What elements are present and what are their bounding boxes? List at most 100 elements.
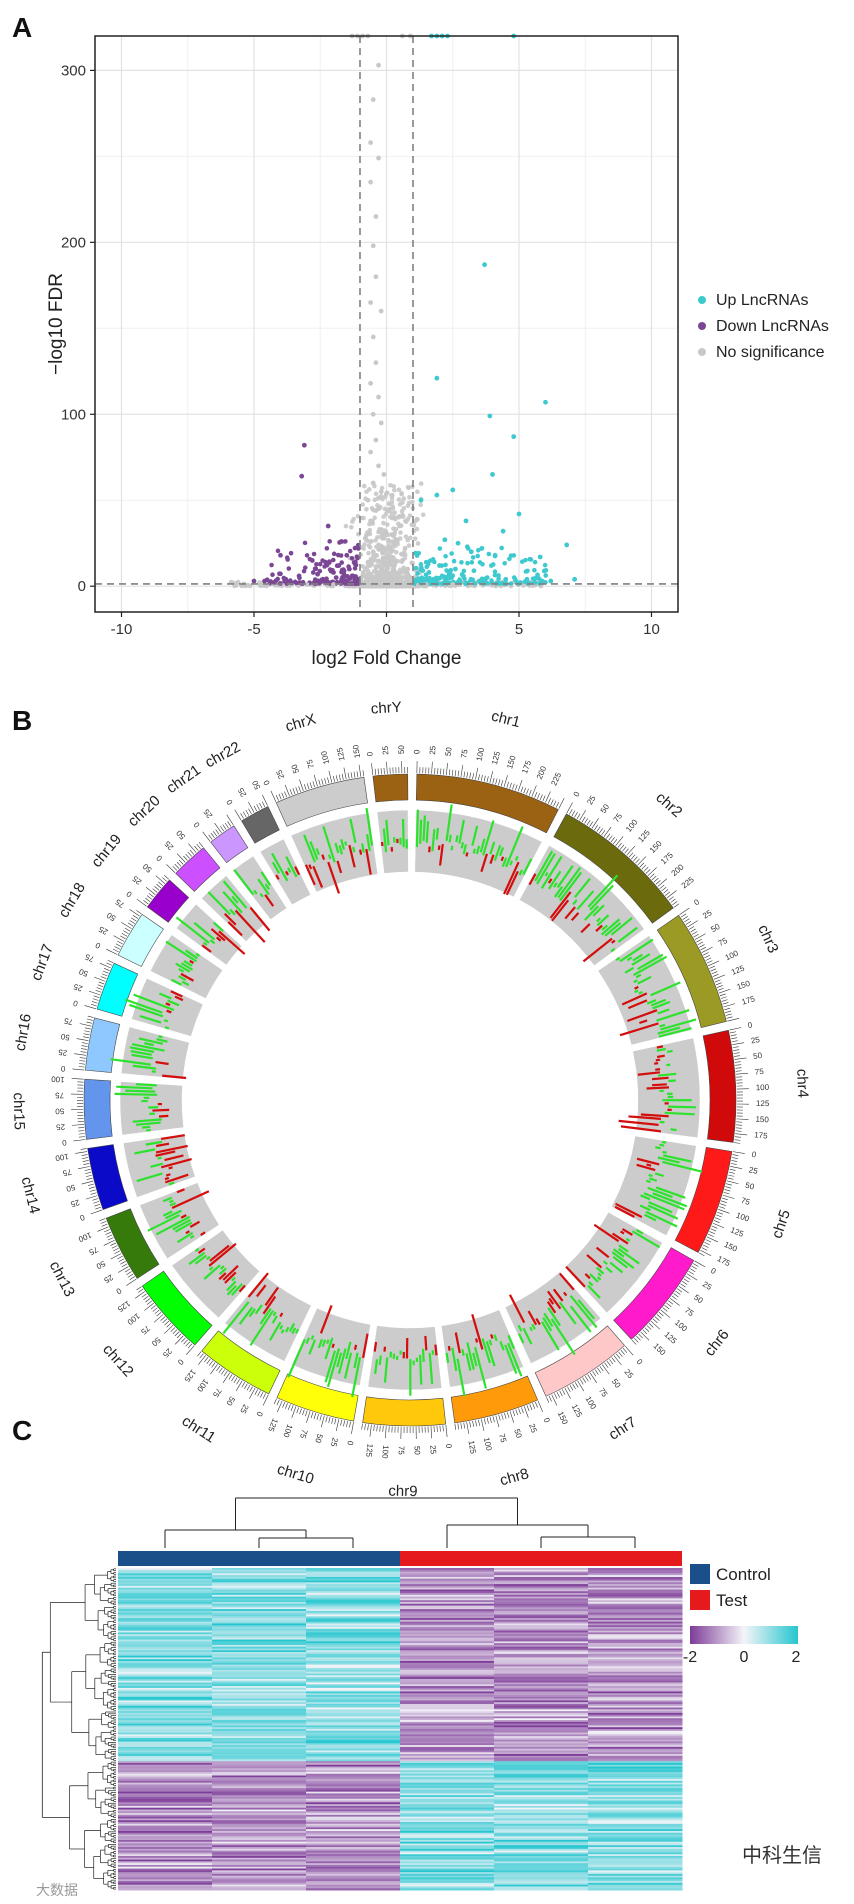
heatmap-cell — [212, 1582, 307, 1585]
heatmap-cell — [118, 1784, 213, 1787]
ideogram-tick — [81, 1045, 88, 1047]
ns-point — [385, 522, 390, 527]
heatmap-cell — [212, 1600, 307, 1603]
heatmap-cell — [118, 1804, 213, 1807]
heatmap-cell — [588, 1820, 683, 1823]
ideogram-tick — [183, 1339, 188, 1345]
heatmap-cell — [118, 1634, 213, 1637]
heatmap-cell — [118, 1605, 213, 1608]
heatmap-cell — [306, 1864, 401, 1868]
track-bar-up — [595, 1266, 605, 1275]
chromosome-label-chr6: chr6 — [701, 1326, 732, 1359]
track-bar-up — [194, 1247, 200, 1252]
heatmap-cell — [400, 1782, 495, 1785]
track-bar-up — [309, 840, 319, 860]
ideogram-tick — [79, 1057, 86, 1059]
ns-point — [375, 582, 381, 588]
track-bar-up — [605, 1266, 613, 1274]
heatmap-cell — [212, 1628, 307, 1632]
track-bar-down — [218, 1272, 227, 1280]
heatmap-cell — [118, 1644, 213, 1648]
heatmap-cell — [400, 1879, 495, 1882]
ns-point — [368, 140, 373, 146]
ideogram-tick — [100, 976, 107, 979]
heatmap-cell — [306, 1843, 401, 1846]
heatmap-cell — [494, 1822, 589, 1825]
heatmap-cell — [588, 1691, 683, 1694]
heatmap-cell — [212, 1888, 307, 1891]
track-bar-up — [493, 1334, 498, 1342]
heatmap-cell — [494, 1591, 589, 1594]
ideogram-tick — [321, 778, 324, 785]
up-point — [421, 578, 426, 584]
heatmap-cell — [588, 1816, 683, 1819]
track-bar-down — [595, 924, 603, 932]
heatmap-cell — [494, 1868, 589, 1871]
heatmap-cell — [400, 1768, 495, 1771]
heatmap-cell — [118, 1839, 213, 1843]
track-bar-up — [116, 1085, 153, 1090]
ns-point — [401, 565, 406, 571]
track-bar-down — [559, 1272, 575, 1291]
heatmap-cell — [400, 1873, 495, 1877]
ideogram-tick — [613, 838, 618, 845]
heatmap-cell — [306, 1664, 401, 1667]
heatmap-cell — [306, 1830, 401, 1834]
ideogram-tick — [620, 1349, 625, 1355]
heatmap-cell — [588, 1839, 683, 1843]
ideogram-tick — [601, 829, 606, 836]
heatmap-cell — [588, 1605, 683, 1608]
heatmap-cell — [212, 1635, 307, 1639]
heatmap-cell — [212, 1752, 307, 1755]
heatmap-cell — [400, 1686, 495, 1689]
ideogram-chrY — [372, 773, 409, 803]
ideogram-tick — [349, 1421, 351, 1428]
heatmap-cell — [306, 1800, 401, 1803]
heatmap-cell — [400, 1743, 495, 1746]
heatmap-cell — [306, 1816, 401, 1819]
heatmap-cell — [306, 1847, 401, 1850]
up-point — [530, 576, 536, 581]
heatmap-cell — [118, 1666, 213, 1669]
track-bar-up — [158, 992, 172, 1000]
ideogram-tick-label: 50 — [149, 1335, 162, 1348]
heatmap-cell — [494, 1573, 589, 1576]
heatmap-cell — [306, 1775, 401, 1778]
heatmap-cell — [306, 1745, 401, 1748]
heatmap-cell — [118, 1777, 213, 1780]
panel-label-a: A — [12, 12, 33, 43]
track-bar-up — [260, 871, 272, 886]
down-point — [296, 573, 302, 579]
heatmap-cell — [306, 1639, 401, 1642]
ns-point — [400, 514, 406, 520]
heatmap-cell — [306, 1630, 401, 1633]
ideogram-tick-label: 150 — [652, 1341, 668, 1357]
ideogram-tick-label: 25 — [381, 745, 391, 755]
track-bar-up — [226, 1284, 237, 1296]
track-bar-up — [612, 1248, 625, 1258]
heatmap-cell — [588, 1823, 683, 1827]
track-bar-up — [208, 1266, 214, 1271]
ideogram-tick — [153, 1314, 164, 1323]
heatmap-cell — [588, 1584, 683, 1587]
heatmap-cell — [118, 1788, 213, 1791]
heatmap-cell — [118, 1875, 213, 1878]
heatmap-cell — [118, 1872, 213, 1875]
heatmap-cell — [588, 1809, 683, 1812]
up-point — [413, 565, 419, 571]
heatmap-cell — [118, 1748, 213, 1751]
track-bar-down — [620, 1125, 662, 1133]
ideogram-tick — [136, 898, 147, 907]
ns-point — [377, 494, 383, 500]
heatmap-cell — [494, 1813, 589, 1816]
ideogram-tick — [618, 1351, 623, 1357]
track-bar-up — [163, 1019, 169, 1023]
x-tick-label: 10 — [643, 621, 660, 638]
heatmap-cell — [588, 1671, 683, 1675]
heatmap-cell — [588, 1630, 683, 1633]
ideogram-tick-label: 75 — [55, 1091, 65, 1100]
track-bar-down — [454, 1332, 461, 1354]
heatmap-cell — [400, 1861, 495, 1864]
legend-label-up: Up LncRNAs — [716, 292, 808, 309]
